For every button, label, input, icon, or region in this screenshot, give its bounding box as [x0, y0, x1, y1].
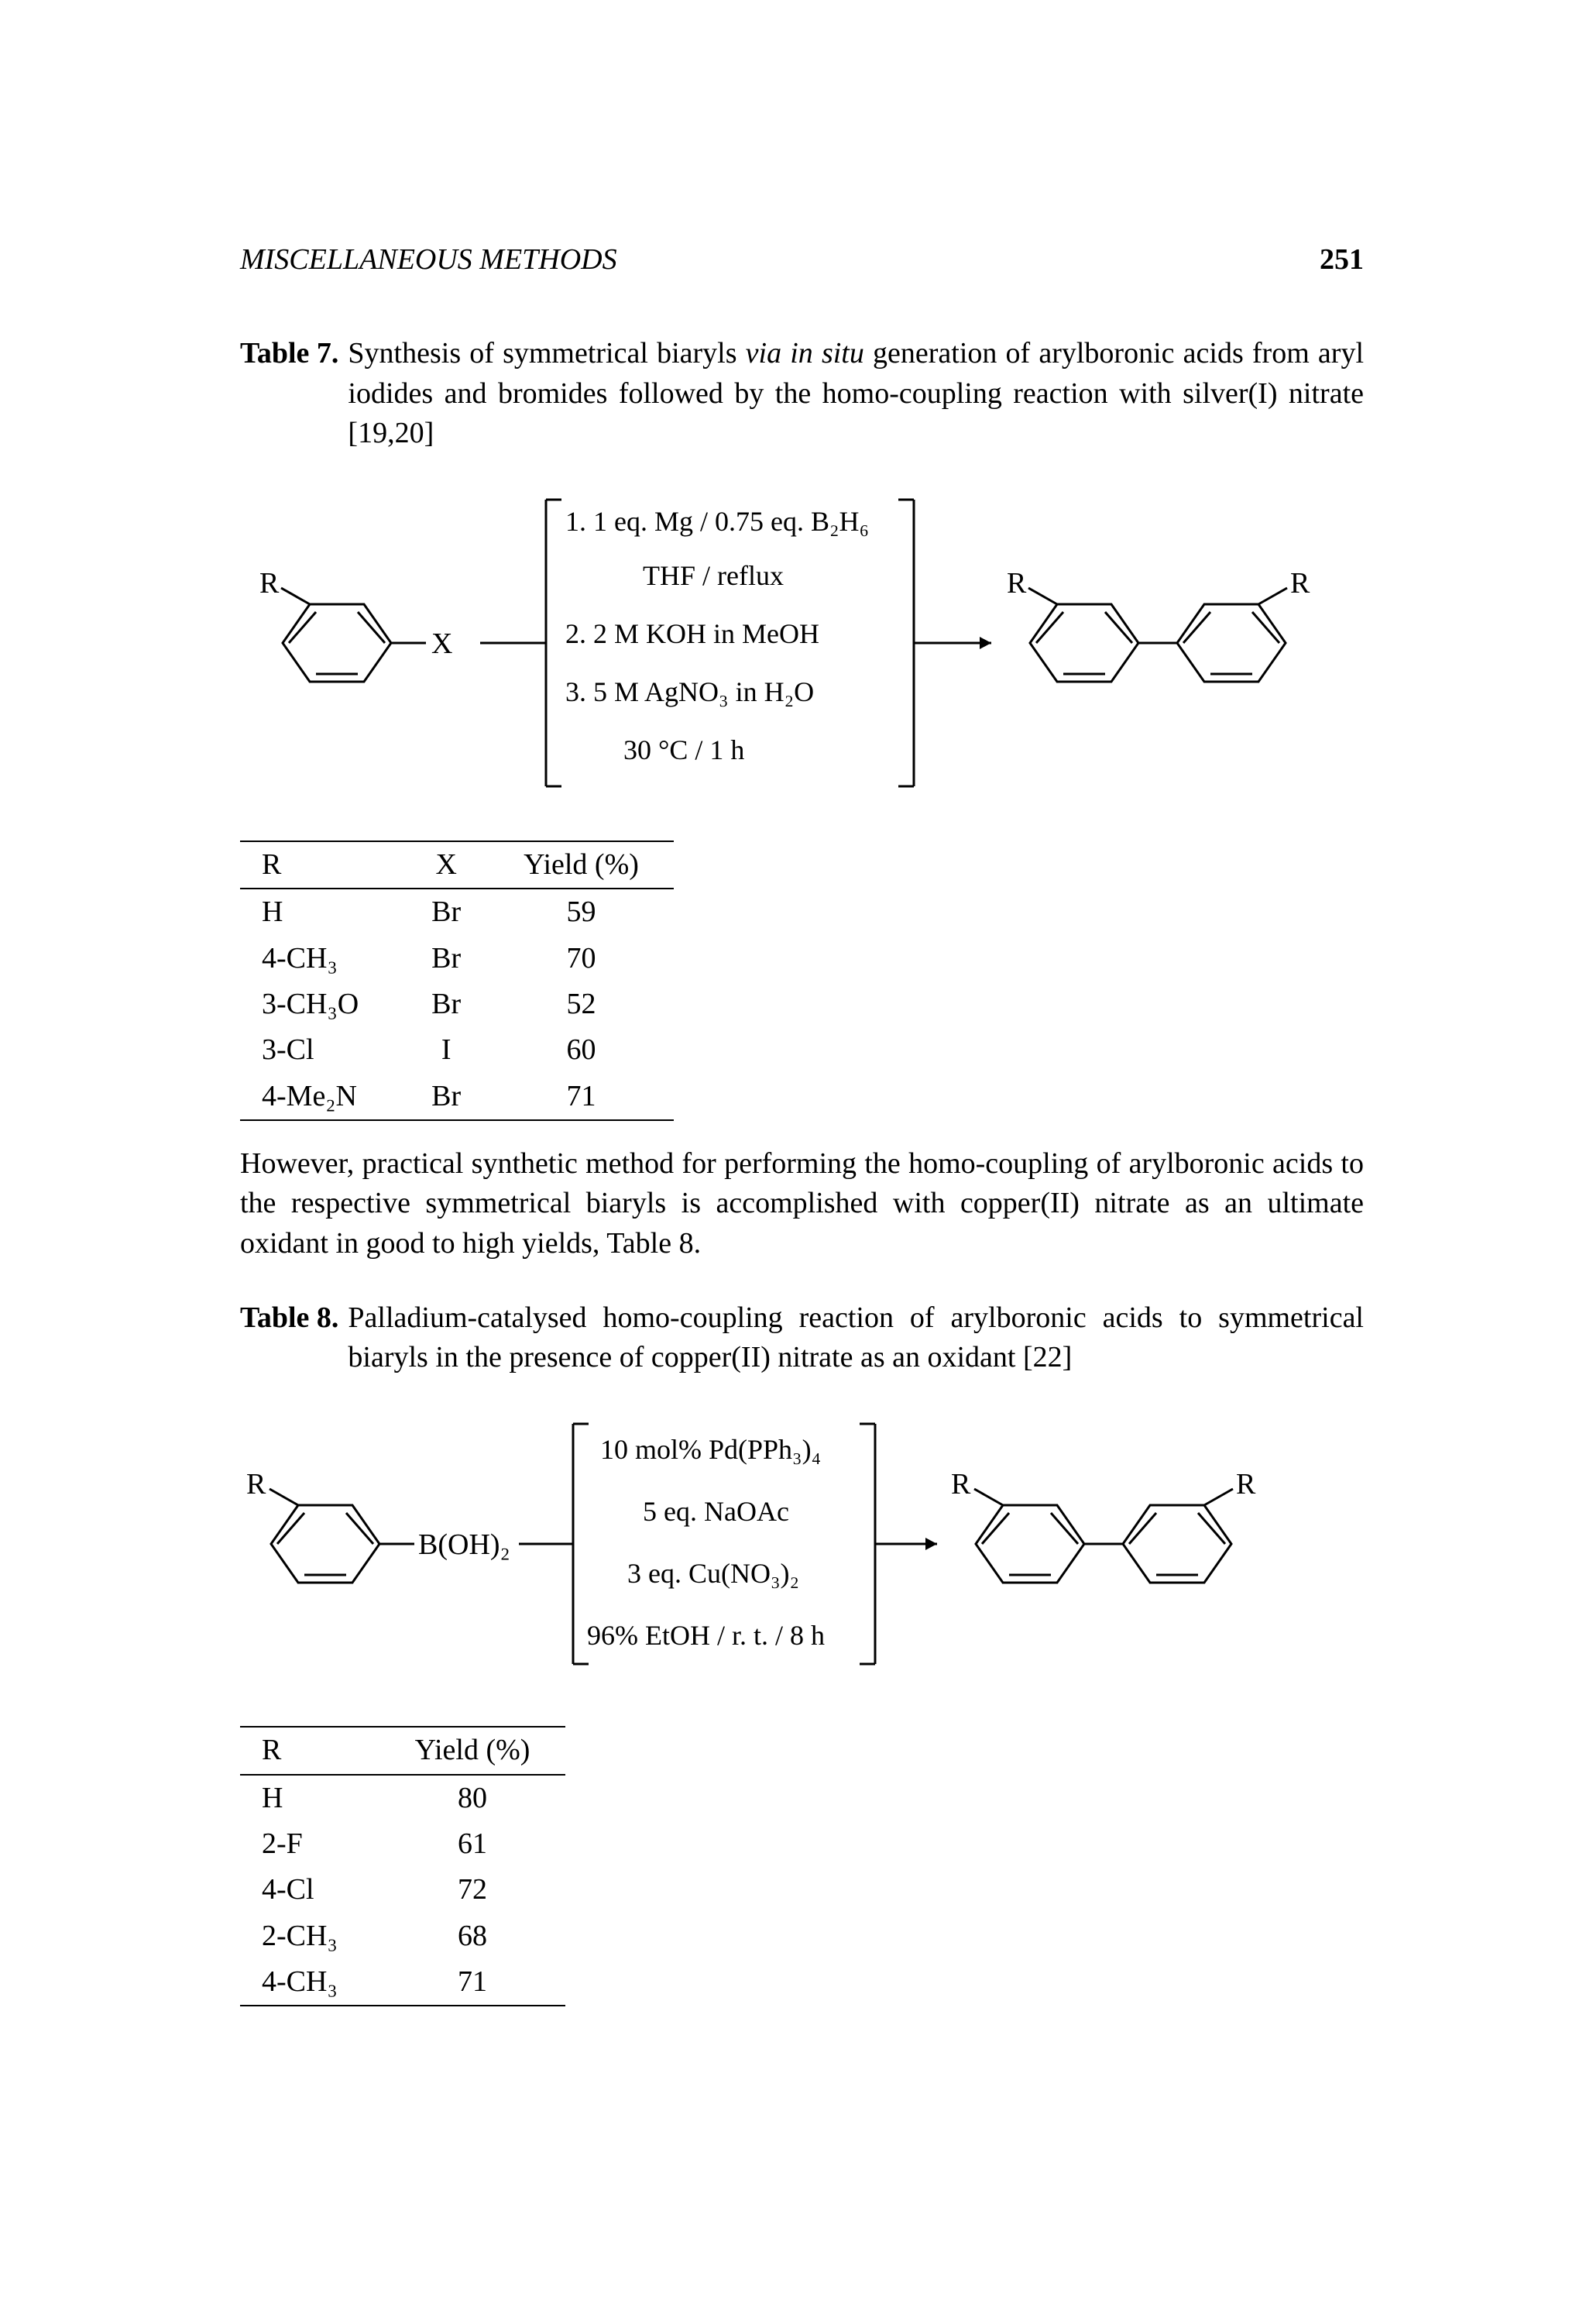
t7-r2c2: 52	[489, 982, 674, 1027]
t8-r2c1: 72	[379, 1867, 565, 1913]
t7-r1c2: 70	[489, 936, 674, 982]
t8-r4c0: 4-CH₃	[240, 1959, 379, 2006]
scheme7-cond-0: 1. 1 eq. Mg / 0.75 eq. B₂H₆	[565, 506, 869, 537]
table-row: 4-CH₃ 71	[240, 1959, 565, 2006]
t8-col-1: Yield (%)	[379, 1727, 565, 1774]
table-row: 3-Cl I 60	[240, 1027, 674, 1073]
table8-caption: Table 8. Palladium-catalysed homo-coupli…	[240, 1298, 1364, 1378]
t8-r1c1: 61	[379, 1821, 565, 1867]
t7-r4c1: Br	[403, 1074, 489, 1120]
t8-r0c0: H	[240, 1775, 379, 1821]
table-row: 4-Me₂N Br 71	[240, 1074, 674, 1120]
t7-r2c1: Br	[403, 982, 489, 1027]
t7-r1c1: Br	[403, 936, 489, 982]
scheme7-cond-4: 30 °C / 1 h	[623, 734, 744, 765]
t7-r4c2: 71	[489, 1074, 674, 1120]
table8-data: R Yield (%) H 80 2-F 61 4-Cl 72 2-CH₃ 68	[240, 1726, 565, 2006]
scheme7-left-R: R	[259, 567, 280, 600]
t7-r3c2: 60	[489, 1027, 674, 1073]
t7-r2c0: 3-CH₃O	[240, 982, 403, 1027]
scheme7-cond-1: THF / reflux	[643, 560, 784, 591]
t7-col-2: Yield (%)	[489, 841, 674, 889]
table8-caption-text: Palladium-catalysed homo-coupling reacti…	[348, 1298, 1364, 1378]
scheme8-left-R: R	[246, 1468, 266, 1501]
scheme7-prod-R1: R	[1007, 567, 1027, 600]
t7-r0c1: Br	[403, 889, 489, 935]
scheme8-cond-2: 3 eq. Cu(NO₃)₂	[627, 1558, 799, 1589]
t8-col-0: R	[240, 1727, 379, 1774]
table-row: 3-CH₃O Br 52	[240, 982, 674, 1027]
table7-cap-italic: via in situ	[746, 337, 864, 370]
t7-r3c0: 3-Cl	[240, 1027, 403, 1073]
page-number: 251	[1320, 240, 1364, 280]
t7-r4c0: 4-Me₂N	[240, 1074, 403, 1120]
page: MISCELLANEOUS METHODS 251 Table 7. Synth…	[0, 0, 1569, 2324]
table7-label: Table 7.	[240, 334, 338, 453]
scheme8-boh: B(OH)₂	[418, 1528, 510, 1561]
t7-r0c2: 59	[489, 889, 674, 935]
table7-data: R X Yield (%) H Br 59 4-CH₃ Br 70 3-CH₃O…	[240, 841, 674, 1121]
scheme7-cond-3: 3. 5 M AgNO₃ in H₂O	[565, 676, 814, 707]
t8-r2c0: 4-Cl	[240, 1867, 379, 1913]
table7-scheme: R X 1. 1 eq. Mg / 0.	[240, 476, 1364, 810]
table-row: H Br 59	[240, 889, 674, 935]
table-row: 2-F 61	[240, 1821, 565, 1867]
table7-cap-p0: Synthesis of symmetrical biaryls	[348, 337, 745, 370]
table-row: 4-Cl 72	[240, 1867, 565, 1913]
table8-label: Table 8.	[240, 1298, 338, 1378]
table-row: H 80	[240, 1775, 565, 1821]
scheme8-cond-3: 96% EtOH / r. t. / 8 h	[587, 1620, 825, 1651]
table7-caption: Table 7. Synthesis of symmetrical biaryl…	[240, 334, 1364, 453]
t8-r4c1: 71	[379, 1959, 565, 2006]
t7-col-1: X	[403, 841, 489, 889]
scheme7-X: X	[431, 627, 452, 660]
table7-caption-text: Synthesis of symmetrical biaryls via in …	[348, 334, 1364, 453]
running-head: MISCELLANEOUS METHODS 251	[240, 240, 1364, 280]
t8-r3c0: 2-CH₃	[240, 1913, 379, 1959]
t7-r1c0: 4-CH₃	[240, 936, 403, 982]
scheme8-prod-R2: R	[1236, 1468, 1256, 1501]
scheme8-cond-1: 5 eq. NaOAc	[643, 1496, 789, 1527]
t8-r3c1: 68	[379, 1913, 565, 1959]
body-paragraph: However, practical synthetic method for …	[240, 1144, 1364, 1263]
t7-r0c0: H	[240, 889, 403, 935]
scheme8-cond-0: 10 mol% Pd(PPh₃)₄	[600, 1434, 821, 1465]
scheme7-prod-R2: R	[1290, 567, 1310, 600]
t7-col-0: R	[240, 841, 403, 889]
t8-r1c0: 2-F	[240, 1821, 379, 1867]
t8-r0c1: 80	[379, 1775, 565, 1821]
table-row: 2-CH₃ 68	[240, 1913, 565, 1959]
running-head-left: MISCELLANEOUS METHODS	[240, 240, 617, 280]
scheme7-cond-2: 2. 2 M KOH in MeOH	[565, 618, 819, 649]
table8-scheme: R B(OH)₂ 10 mol% Pd(PPh₃)₄ 5 eq. NaOAc	[240, 1401, 1364, 1695]
t7-r3c1: I	[403, 1027, 489, 1073]
scheme8-prod-R1: R	[951, 1468, 971, 1501]
table-row: 4-CH₃ Br 70	[240, 936, 674, 982]
